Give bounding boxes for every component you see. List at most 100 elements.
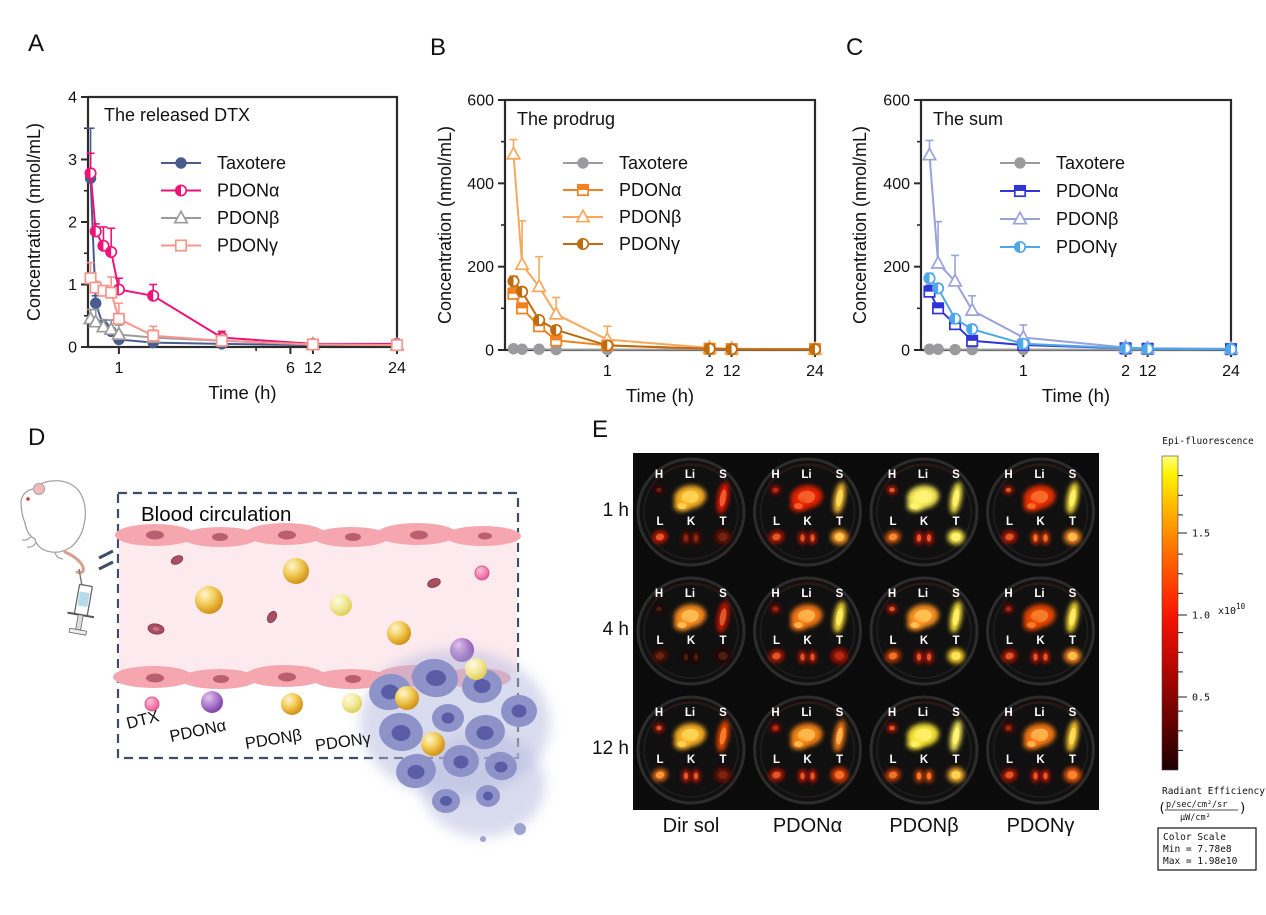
svg-text:2: 2 — [68, 215, 77, 232]
dish-cell-r0-c1: H Li S L K T — [753, 457, 862, 567]
dish-cell-r2-c0: H Li S L K T — [636, 695, 746, 805]
organ-label-Li: Li — [1034, 707, 1044, 719]
organ-label-S: S — [836, 588, 844, 600]
plot-title: The prodrug — [517, 109, 615, 129]
svg-text:1: 1 — [603, 363, 612, 380]
panel-e-imaging: H Li S L K T H Li S L K T H Li S L K T H Li S L K T H Li S L K T H Li S L… — [585, 445, 1155, 845]
organ-label-L: L — [889, 516, 896, 528]
colorbar-svg: Epi-fluorescence 1.5 1.0 0.5 x1010 Radia… — [1157, 436, 1265, 871]
organ-label-Li: Li — [918, 707, 928, 719]
svg-text:PDONα: PDONα — [619, 180, 681, 200]
dish-cell-r1-c0: H Li S L K T — [636, 576, 746, 686]
svg-text:200: 200 — [467, 259, 494, 276]
y-axis-title: Concentration (nmol/mL) — [850, 126, 870, 324]
organ-label-T: T — [1069, 754, 1076, 766]
organ-label-S: S — [836, 469, 844, 481]
organ-label-T: T — [836, 754, 843, 766]
organ-label-H: H — [1004, 707, 1012, 719]
organ-label-L: L — [1006, 516, 1013, 528]
panel-label-d: D — [28, 424, 46, 451]
organ-label-S: S — [952, 707, 960, 719]
organ-label-S: S — [719, 588, 727, 600]
time-row-label: 4 h — [602, 619, 629, 640]
tick-1-5: 1.5 — [1192, 529, 1210, 540]
dtx-marker — [144, 696, 160, 712]
organ-label-H: H — [655, 707, 663, 719]
color-scale-max: Max = 1.98e10 — [1163, 856, 1238, 867]
y-axis-title: Concentration (nmol/mL) — [24, 123, 44, 321]
svg-text:400: 400 — [883, 176, 910, 193]
paren-open: ( — [1158, 801, 1166, 816]
svg-text:0: 0 — [68, 340, 77, 357]
svg-text:600: 600 — [467, 93, 494, 110]
svg-text:0: 0 — [485, 343, 494, 360]
organ-label-S: S — [836, 707, 844, 719]
y-axis: 0 200 400 600 — [883, 93, 921, 360]
dish-cell-r0-c0: H Li S L K T — [636, 457, 746, 567]
nanoparticle-in-tumor — [395, 686, 419, 710]
plot-title: The released DTX — [104, 105, 250, 125]
colorbar-gradient — [1161, 455, 1179, 771]
panel-d-diagram: Blood circulation — [15, 455, 585, 865]
svg-text:200: 200 — [883, 259, 910, 276]
organ-label-T: T — [952, 635, 959, 647]
dish-cell-r2-c3: H Li S L K T — [986, 695, 1095, 805]
svg-text:6: 6 — [286, 360, 295, 377]
organ-label-K: K — [687, 635, 696, 647]
organ-label-Li: Li — [685, 707, 695, 719]
y-axis: 0 200 400 600 — [467, 93, 505, 360]
group-col-label: PDONα — [772, 815, 843, 837]
legend-item-PDONα: PDONα — [161, 181, 279, 201]
organ-label-H: H — [655, 469, 663, 481]
organ-label-Li: Li — [1034, 469, 1044, 481]
panel-d-legend: DTX PDONα PDONβ PDONγ — [125, 691, 373, 755]
legend-item-PDONγ: PDONγ — [1000, 237, 1117, 257]
organ-label-T: T — [1069, 635, 1076, 647]
series-PDONγ — [507, 275, 822, 356]
organ-label-K: K — [1036, 516, 1045, 528]
svg-text:PDONγ: PDONγ — [1056, 237, 1117, 257]
group-col-label: PDONβ — [889, 815, 959, 837]
organ-label-T: T — [1069, 516, 1076, 528]
organ-label-H: H — [771, 707, 779, 719]
panel-label-a: A — [28, 30, 45, 57]
legend-item-PDONα: PDONα — [563, 180, 681, 200]
organ-label-K: K — [920, 516, 929, 528]
organ-label-L: L — [656, 635, 663, 647]
legend-item-PDONβ: PDONβ — [161, 208, 279, 228]
organ-label-L: L — [656, 754, 663, 766]
dish-cell-r2-c2: H Li S L K T — [869, 695, 979, 805]
organ-label-L: L — [889, 635, 896, 647]
connector-chevrons — [98, 549, 114, 571]
units-numerator: p/sec/cm²/sr — [1166, 800, 1227, 810]
pdon-alpha-marker — [201, 691, 223, 713]
organ-label-H: H — [1004, 588, 1012, 600]
colorbar-title: Epi-fluorescence — [1162, 436, 1254, 447]
organ-label-T: T — [952, 516, 959, 528]
dish-cell-r2-c1: H Li S L K T — [753, 695, 862, 805]
legend-item-PDONγ: PDONγ — [161, 236, 278, 256]
mouse-illustration — [20, 480, 87, 574]
dish-cell-r1-c2: H Li S L K T — [869, 576, 979, 686]
tick-0-5: 0.5 — [1192, 693, 1210, 704]
svg-text:Taxotere: Taxotere — [619, 153, 688, 173]
dish-cell-r0-c2: H Li S L K T — [869, 457, 979, 567]
svg-text:12: 12 — [723, 363, 741, 380]
organ-label-K: K — [803, 516, 812, 528]
svg-text:PDONα: PDONα — [217, 181, 279, 201]
organ-label-K: K — [1036, 754, 1045, 766]
plot-title: The sum — [933, 109, 1003, 129]
organ-label-H: H — [888, 469, 896, 481]
svg-text:3: 3 — [68, 152, 77, 169]
dish-cell-r1-c1: H Li S L K T — [753, 576, 862, 686]
legend: Taxotere PDONα PDONβ PDONγ — [161, 153, 286, 256]
organ-label-S: S — [719, 469, 727, 481]
organ-label-Li: Li — [1034, 588, 1044, 600]
panel-label-c: C — [846, 34, 864, 61]
organ-label-S: S — [952, 469, 960, 481]
mouse-tail — [63, 550, 85, 574]
legend-item-PDONγ: PDONγ — [563, 234, 680, 254]
organ-label-Li: Li — [801, 588, 811, 600]
x-axis: 1 2 12 24 — [971, 350, 1240, 380]
